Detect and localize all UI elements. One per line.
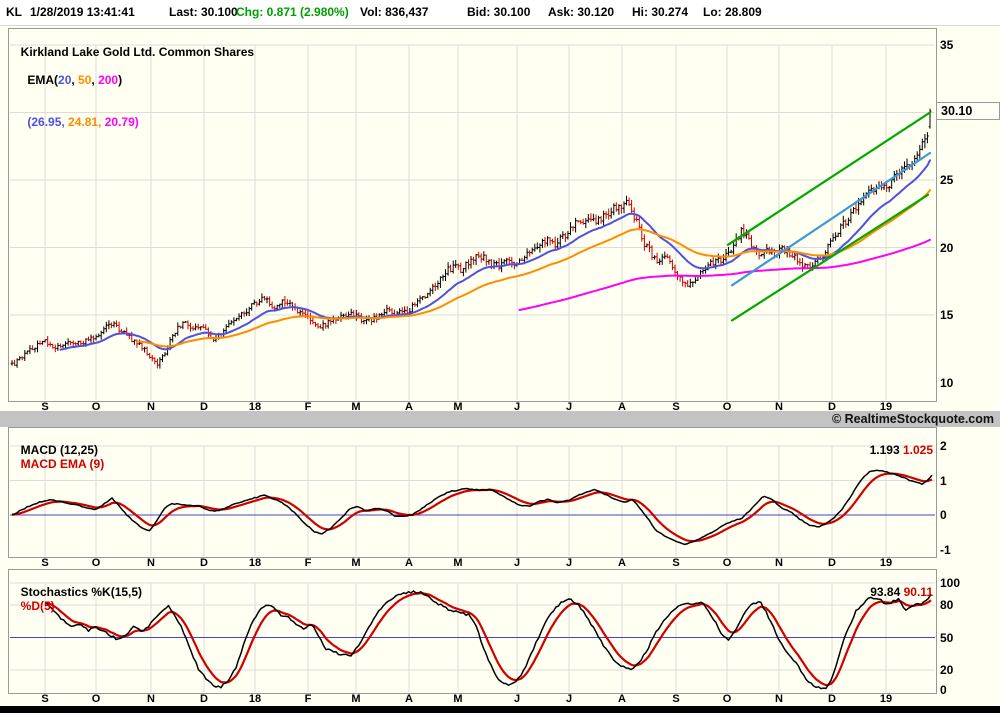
quote-volume: Vol: 836,437 [360,5,429,19]
quote-low: Lo: 28.809 [703,5,762,19]
quote-datetime: 1/28/2019 13:41:41 [30,5,135,19]
bottom-border-strip [0,706,1000,713]
macd-plot-area[interactable] [8,427,937,558]
symbol-label: KL [6,5,22,19]
price-chart-plot-area[interactable] [8,28,937,402]
last-price-box: 30.10 [936,102,1000,120]
quote-high: Hi: 30.274 [632,5,689,19]
instrument-name: Kirkland Lake Gold Ltd. Common Shares [20,45,255,59]
ema-current-values: (26.95, 24.81, 20.79) [27,115,139,129]
macd-signal-label: MACD EMA (9) [20,457,105,471]
stochastics-plot-area[interactable] [8,569,937,694]
quote-ask: Ask: 30.120 [548,5,615,19]
ema-legend: EMA(20, 50, 200) [27,73,123,87]
quote-bid: Bid: 30.100 [467,5,531,19]
watermark-text: © RealtimeStockquote.com [831,412,994,426]
quote-header-bar: KL 1/28/2019 13:41:41 Last: 30.100 Chg: … [0,0,1000,26]
macd-current-values: 1.193 1.025 [869,443,933,457]
chart-title-row: Kirkland Lake Gold Ltd. Common Shares EM… [14,31,264,143]
macd-label: MACD (12,25) [20,443,99,457]
stoch-k-label: Stochastics %K(15,5) [20,585,143,599]
stochastics-current-values: 93.84 90.11 [870,585,933,599]
quote-last: Last: 30.100 [169,5,238,19]
quote-change: Chg: 0.871 (2.980%) [236,5,349,19]
macd-title-row: MACD (12,25) MACD EMA (9) [14,429,105,471]
watermark-band: © RealtimeStockquote.com [0,411,1000,427]
stochastics-title-row: Stochastics %K(15,5) %D(5) [14,571,145,613]
stoch-d-label: %D(5) [20,599,55,613]
